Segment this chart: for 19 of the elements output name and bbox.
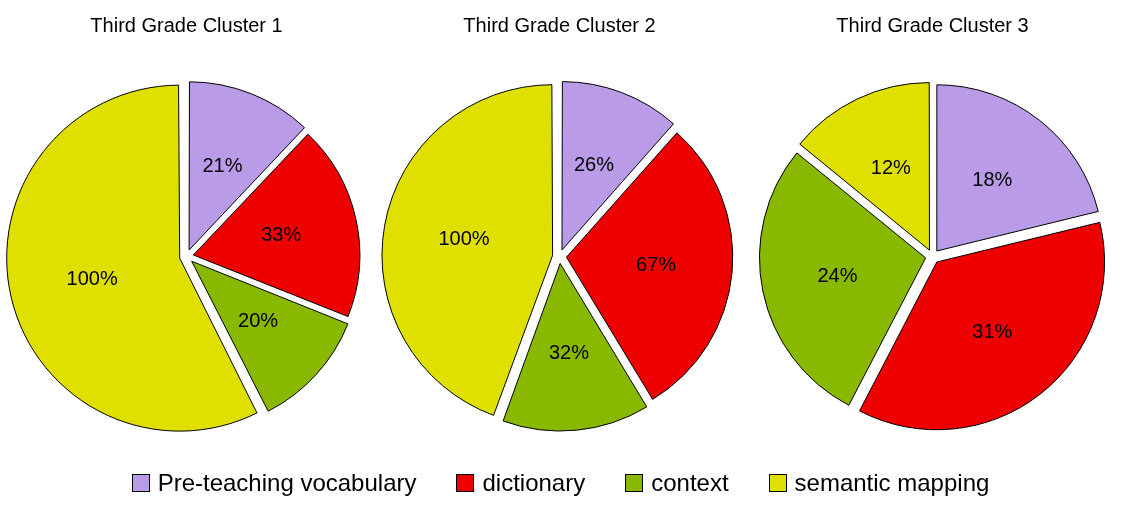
data-label: 31%	[972, 320, 1013, 343]
data-label: 100%	[66, 266, 118, 289]
data-label: 33%	[261, 223, 302, 246]
data-label: 18%	[972, 167, 1013, 190]
data-label: 26%	[573, 153, 615, 176]
legend-label: context	[651, 469, 729, 497]
chart-title: Third Grade Cluster 2	[463, 13, 656, 36]
legend-label: Pre-teaching vocabulary	[157, 469, 417, 497]
legend-label: dictionary	[482, 469, 586, 497]
chart-title: Third Grade Cluster 3	[836, 13, 1029, 36]
data-label: 20%	[238, 309, 279, 332]
chart-title: Third Grade Cluster 1	[90, 13, 283, 36]
legend-label: semantic mapping	[794, 469, 990, 497]
data-label: 24%	[817, 263, 858, 286]
data-label: 67%	[636, 252, 677, 275]
data-label: 21%	[202, 153, 243, 176]
data-label: 12%	[870, 156, 912, 179]
data-label: 100%	[438, 227, 490, 250]
data-label: 32%	[548, 340, 590, 363]
